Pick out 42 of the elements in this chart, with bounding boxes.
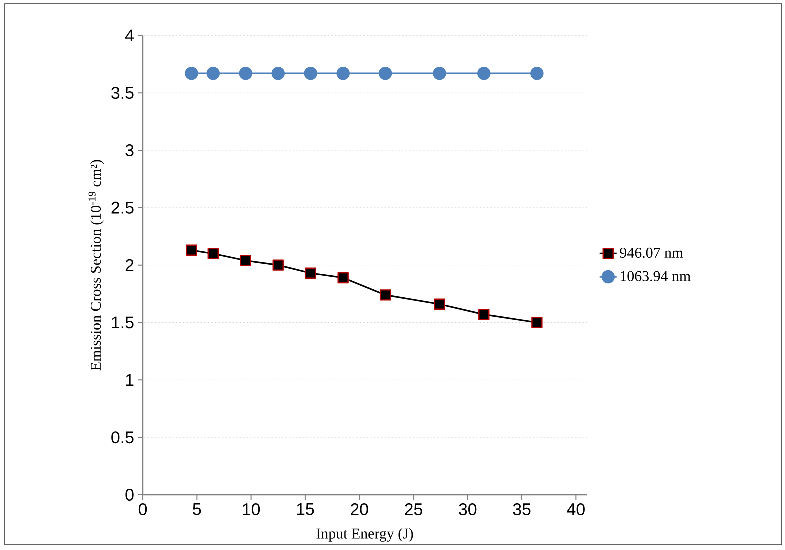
point [304,66,318,80]
legend-label: 946.07 nm [620,248,684,258]
x-tick-label: 10 [243,504,260,516]
y-tick-label: 1 [126,374,134,386]
y-tick-label: 1.5 [112,316,134,329]
x-tick-label: 30 [459,504,477,516]
point [305,268,316,279]
x-tick-label: 25 [405,504,422,516]
point [478,309,490,320]
point [336,66,350,80]
x-tick-label: 40 [567,504,585,516]
point [378,66,392,80]
y-tick-label: 2.5 [112,202,134,214]
y-tick-label: 3.5 [112,87,134,100]
point [240,255,252,266]
point [478,66,491,80]
point [338,272,349,284]
y-axis-title: Emission Cross Section (10$^{-19}$ cm²) [88,160,104,371]
y-tick-label: 0.5 [112,432,134,444]
point [186,244,198,256]
point [208,248,219,260]
point [532,317,543,328]
y-tick-label: 4 [125,30,134,42]
x-tick-label: 0 [138,504,148,516]
point [434,298,446,310]
x-tick-label: 35 [513,504,531,516]
point [206,66,220,80]
y-tick-label: 3 [126,144,134,157]
point [272,66,285,80]
point [380,290,392,301]
y-tick-label: 2 [126,259,134,272]
x-tick-label: 5 [193,504,202,516]
legend-label: 1063.94 nm [620,271,691,282]
point [433,66,446,80]
point [239,66,252,80]
point [272,260,284,271]
x-axis-title: Input Energy (J) [316,528,414,542]
point [185,66,198,80]
x-tick-label: 20 [351,504,368,516]
y-tick-label: 0 [126,488,134,501]
x-tick-label: 15 [297,504,314,516]
point [530,66,544,80]
